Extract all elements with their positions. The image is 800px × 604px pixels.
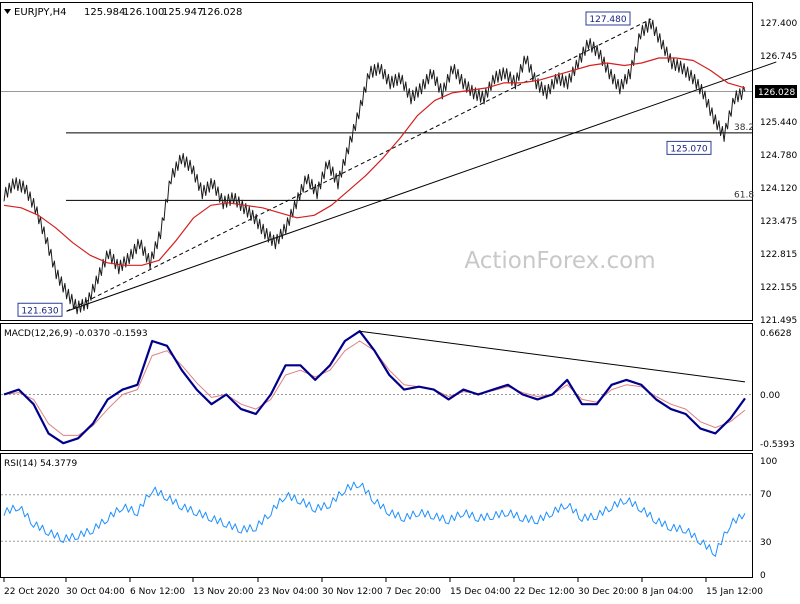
price-annotation-label: 121.630 xyxy=(21,306,58,316)
price-y-axis: 127.400 126.745 125.440 124.780 124.120 … xyxy=(755,19,797,326)
price-series-line xyxy=(3,18,746,315)
x-tick-label: 7 Dec 20:00 xyxy=(386,587,441,597)
rsi-tick-label: 70 xyxy=(760,490,772,500)
price-annotation-box xyxy=(666,140,712,155)
price-tick-label: 121.495 xyxy=(760,316,797,326)
price-annotation-label: 127.480 xyxy=(589,15,626,25)
price-annotation-label: 125.070 xyxy=(670,144,707,154)
macd-tick-label: 0.00 xyxy=(760,391,780,401)
price-tick-label: 127.400 xyxy=(760,19,797,29)
last-price-box xyxy=(755,85,797,98)
macd-trend-line xyxy=(359,330,746,383)
x-tick-label: 15 Jan 12:00 xyxy=(706,587,763,597)
rsi-tick-label: 0 xyxy=(760,571,766,581)
macd-tick-label: -0.5393 xyxy=(760,440,795,450)
rsi-panel-frame xyxy=(0,453,753,578)
symbol-header: EURJPY,H4 125.984 126.100 125.947 126.02… xyxy=(4,7,242,18)
x-tick-label: 23 Nov 04:00 xyxy=(258,587,319,597)
dropdown-triangle-icon[interactable] xyxy=(4,9,11,14)
rsi-tick-label: 100 xyxy=(760,457,777,467)
rsi-tick-label: 30 xyxy=(760,538,772,548)
ohlc-open: 125.984 xyxy=(84,7,125,18)
fib-level-label: 38.2 xyxy=(734,123,754,133)
x-tick-label: 22 Oct 2020 xyxy=(4,587,60,597)
price-tick-label: 124.120 xyxy=(760,184,797,194)
x-tick-label: 30 Nov 12:00 xyxy=(322,587,383,597)
x-tick-label: 15 Dec 04:00 xyxy=(450,587,511,597)
symbol-label: EURJPY,H4 xyxy=(14,7,67,18)
x-tick-label: 8 Jan 04:00 xyxy=(642,587,694,597)
x-tick-label: 30 Oct 04:00 xyxy=(66,587,125,597)
x-tick-label: 6 Nov 12:00 xyxy=(130,587,185,597)
ohlc-low: 125.947 xyxy=(162,7,203,18)
rsi-title: RSI(14) 54.3779 xyxy=(4,459,77,469)
price-tick-label: 122.815 xyxy=(760,250,797,260)
macd-tick-label: 0.6628 xyxy=(760,329,792,339)
price-tick-label: 123.475 xyxy=(760,217,797,227)
x-tick-label: 30 Dec 20:00 xyxy=(578,587,639,597)
price-annotation-box xyxy=(17,302,63,317)
price-annotation-box xyxy=(585,11,631,26)
macd-line xyxy=(3,330,746,445)
macd-title: MACD(12,26,9) -0.0370 -0.1593 xyxy=(4,329,148,339)
dashed-trend-line xyxy=(66,18,652,312)
watermark: ActionForex.com xyxy=(464,248,655,274)
chart-marks: 38.2 61.8 127.480 125.070 121.630 22 Oct 2020… xyxy=(1,11,777,597)
price-tick-label: 124.780 xyxy=(760,151,797,161)
rsi-line xyxy=(3,481,746,557)
last-price-label: 126.028 xyxy=(758,88,795,98)
sma-line xyxy=(3,57,746,266)
price-tick-label: 126.745 xyxy=(760,52,797,62)
ohlc-close: 126.028 xyxy=(201,7,242,18)
price-tick-label: 125.440 xyxy=(760,118,797,128)
fib-level-label: 61.8 xyxy=(734,190,754,200)
macd-panel-frame xyxy=(0,323,753,451)
price-tick-label: 122.155 xyxy=(760,283,797,293)
x-tick-label: 13 Nov 20:00 xyxy=(193,587,254,597)
solid-trend-line xyxy=(66,61,777,312)
x-tick-label: 22 Dec 12:00 xyxy=(514,587,575,597)
ohlc-high: 126.100 xyxy=(123,7,164,18)
